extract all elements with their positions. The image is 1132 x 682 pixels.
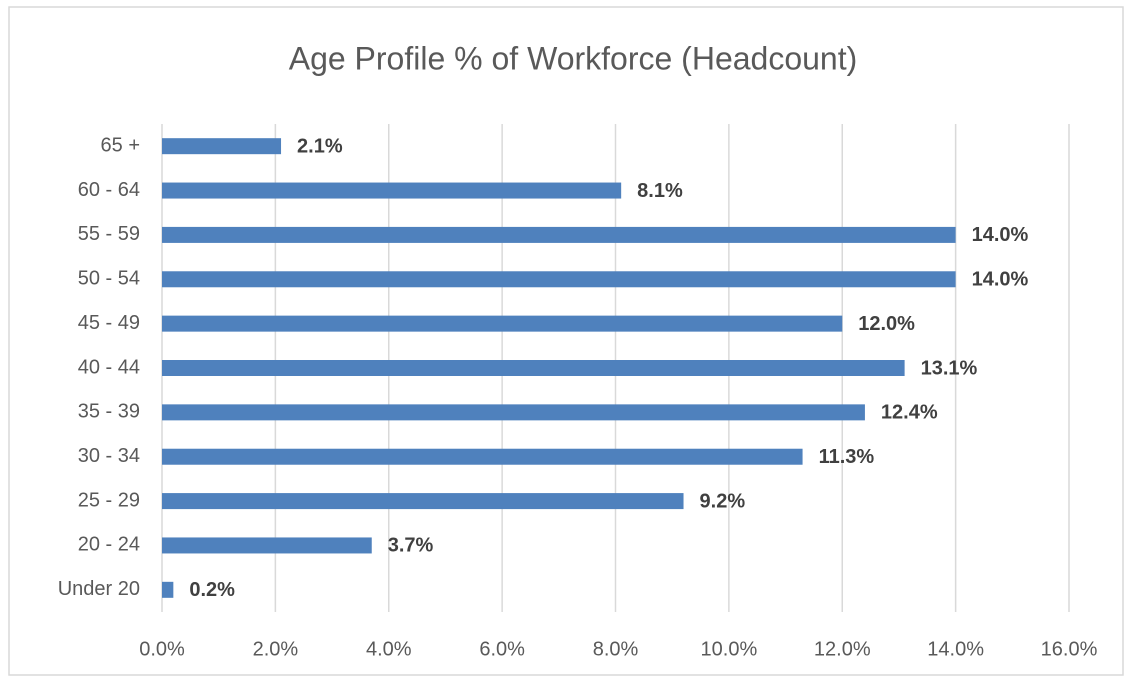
y-tick-label: 50 - 54 xyxy=(78,268,140,290)
value-label: 0.2% xyxy=(189,579,235,601)
value-label: 12.4% xyxy=(881,402,938,424)
x-tick-label: 12.0% xyxy=(814,638,871,660)
y-tick-label: 40 - 44 xyxy=(78,356,140,378)
y-tick-label: 65 + xyxy=(101,134,140,156)
value-label: 9.2% xyxy=(700,490,746,512)
bar xyxy=(162,315,843,332)
bar xyxy=(162,226,956,243)
y-tick-label: 35 - 39 xyxy=(78,401,140,423)
y-tick-label: 55 - 59 xyxy=(78,223,140,245)
y-tick-label: Under 20 xyxy=(58,578,140,600)
value-label: 3.7% xyxy=(388,535,434,557)
value-label: 14.0% xyxy=(972,224,1029,246)
bar xyxy=(162,360,905,376)
bar xyxy=(162,182,622,199)
bar xyxy=(162,138,282,155)
x-tick-label: 0.0% xyxy=(139,638,185,660)
value-label: 12.0% xyxy=(858,313,915,335)
x-tick-label: 14.0% xyxy=(927,638,984,660)
y-tick-label: 60 - 64 xyxy=(78,179,140,201)
value-label: 8.1% xyxy=(637,180,683,202)
bar xyxy=(162,581,174,598)
chart-title: Age Profile % of Workforce (Headcount) xyxy=(289,40,858,76)
value-label: 11.3% xyxy=(819,446,875,468)
value-label: 13.1% xyxy=(921,357,978,379)
value-label: 14.0% xyxy=(972,269,1029,291)
y-tick-label: 25 - 29 xyxy=(78,489,140,511)
x-tick-label: 8.0% xyxy=(593,638,639,660)
bar xyxy=(162,448,803,465)
bar xyxy=(162,404,865,421)
x-tick-label: 16.0% xyxy=(1041,638,1098,660)
y-tick-label: 45 - 49 xyxy=(78,312,140,334)
chart-border xyxy=(8,6,1124,676)
x-tick-label: 6.0% xyxy=(479,638,525,660)
bar xyxy=(162,271,956,288)
bar xyxy=(162,493,684,510)
y-tick-label: 20 - 24 xyxy=(78,534,140,556)
x-tick-label: 4.0% xyxy=(366,638,412,660)
value-label: 2.1% xyxy=(297,135,343,157)
x-tick-label: 10.0% xyxy=(701,638,758,660)
y-tick-label: 30 - 34 xyxy=(78,445,140,467)
x-tick-label: 2.0% xyxy=(253,638,299,660)
bar xyxy=(162,537,372,554)
